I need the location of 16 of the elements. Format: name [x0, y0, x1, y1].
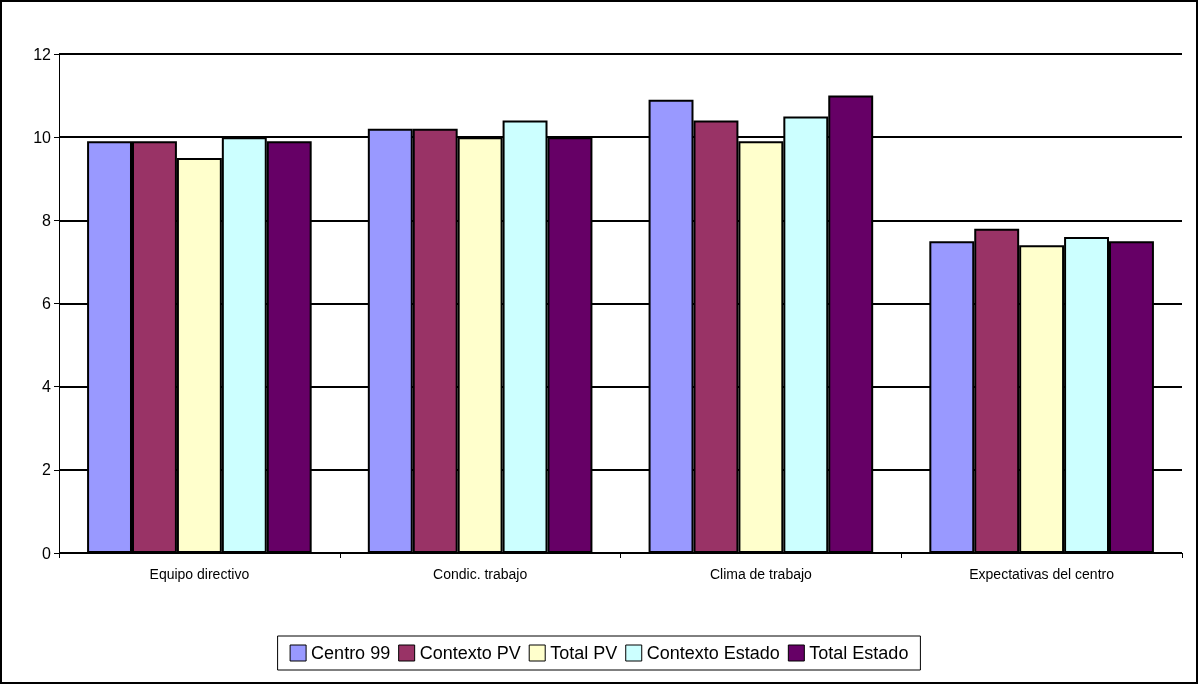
legend-label: Contexto Estado	[646, 643, 780, 663]
x-tick-label: Expectativas del centro	[969, 566, 1115, 582]
legend-label: Total PV	[550, 643, 618, 663]
x-tick-label: Condic. trabajo	[433, 566, 528, 582]
legend-label: Total Estado	[809, 643, 909, 663]
legend-label: Contexto PV	[419, 643, 521, 663]
y-tick-label: 6	[42, 295, 52, 312]
y-tick-label: 12	[33, 45, 52, 63]
y-tick-label: 2	[42, 461, 52, 479]
x-tick-label: Equipo directivo	[149, 566, 250, 582]
y-tick-label: 8	[42, 211, 52, 229]
legend-label: Centro 99	[311, 643, 391, 663]
y-tick-label: 0	[42, 544, 52, 562]
y-tick-label: 4	[42, 378, 52, 396]
y-tick-label: 10	[33, 128, 52, 146]
x-tick-label: Clima de trabajo	[709, 566, 813, 582]
